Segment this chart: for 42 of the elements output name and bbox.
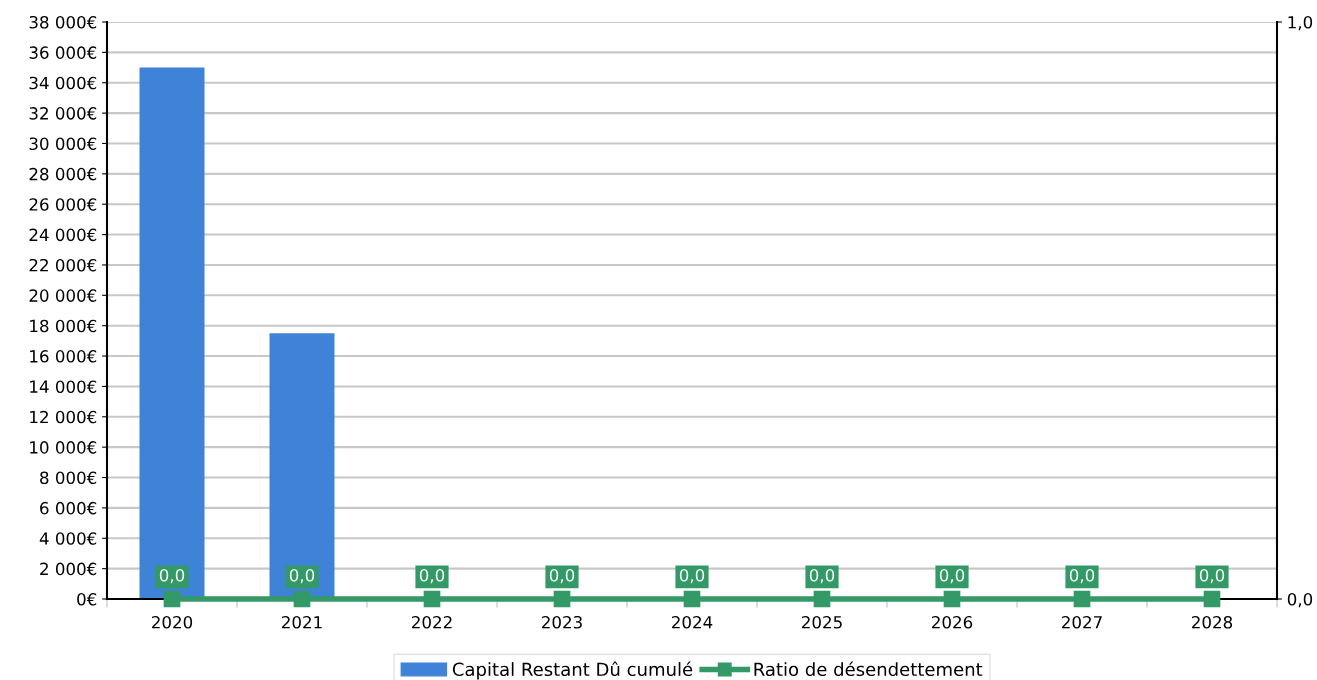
data-label: 0,0 <box>419 569 445 584</box>
data-label: 0,0 <box>159 569 185 584</box>
y-tick-label: 12 000€ <box>30 410 97 424</box>
y-tick-label: 20 000€ <box>29 289 97 302</box>
y-tick-label: 18 000€ <box>30 319 97 333</box>
y-tick-label: 28 000€ <box>29 167 97 181</box>
data-label: 0,0 <box>1069 569 1095 584</box>
x-tick-label: 2022 <box>412 615 452 629</box>
data-label: 0,0 <box>549 569 575 584</box>
y2-tick-label: 1,0 <box>1288 15 1313 31</box>
data-label: 0,0 <box>939 569 965 584</box>
y-tick-label: 6 000€ <box>40 501 97 515</box>
x-tick-label: 2025 <box>802 615 842 629</box>
y-tick-label: 8 000€ <box>40 471 97 485</box>
legend-label: Capital Restant Dû cumulé <box>452 661 693 680</box>
y-tick-label: 22 000€ <box>29 258 97 272</box>
y-tick-label: 32 000€ <box>29 107 97 120</box>
y-tick-label: 16 000€ <box>30 350 97 363</box>
y-tick-label: 24 000€ <box>29 228 97 242</box>
x-tick-label: 2028 <box>1192 615 1233 629</box>
x-tick-label: 2023 <box>542 615 582 629</box>
y-tick-label: 30 000€ <box>29 137 97 151</box>
y-tick-label: 10 000€ <box>30 441 97 454</box>
data-label: 0,0 <box>289 569 315 584</box>
y-tick-label: 38 000€ <box>29 15 97 29</box>
y-tick-label: 2 000€ <box>40 562 97 576</box>
data-label: 0,0 <box>809 569 835 584</box>
y-tick-label: 14 000€ <box>30 380 97 393</box>
x-tick-label: 2024 <box>672 615 713 629</box>
y-tick-label: 4 000€ <box>39 532 97 545</box>
data-label: 0,0 <box>679 569 705 584</box>
x-tick-label: 2020 <box>152 615 193 629</box>
x-tick-label: 2026 <box>932 615 973 629</box>
y2-tick-label: 0,0 <box>1287 592 1313 608</box>
x-tick-label: 2027 <box>1062 615 1102 629</box>
y-tick-label: 36 000€ <box>29 46 97 59</box>
y-tick-label: 26 000€ <box>29 198 97 211</box>
legend-label: Ratio de désendettement <box>754 661 983 677</box>
y-tick-label: 0€ <box>77 592 97 606</box>
data-label: 0,0 <box>1199 569 1225 584</box>
x-tick-label: 2021 <box>282 615 322 629</box>
y-tick-label: 34 000€ <box>29 76 97 90</box>
